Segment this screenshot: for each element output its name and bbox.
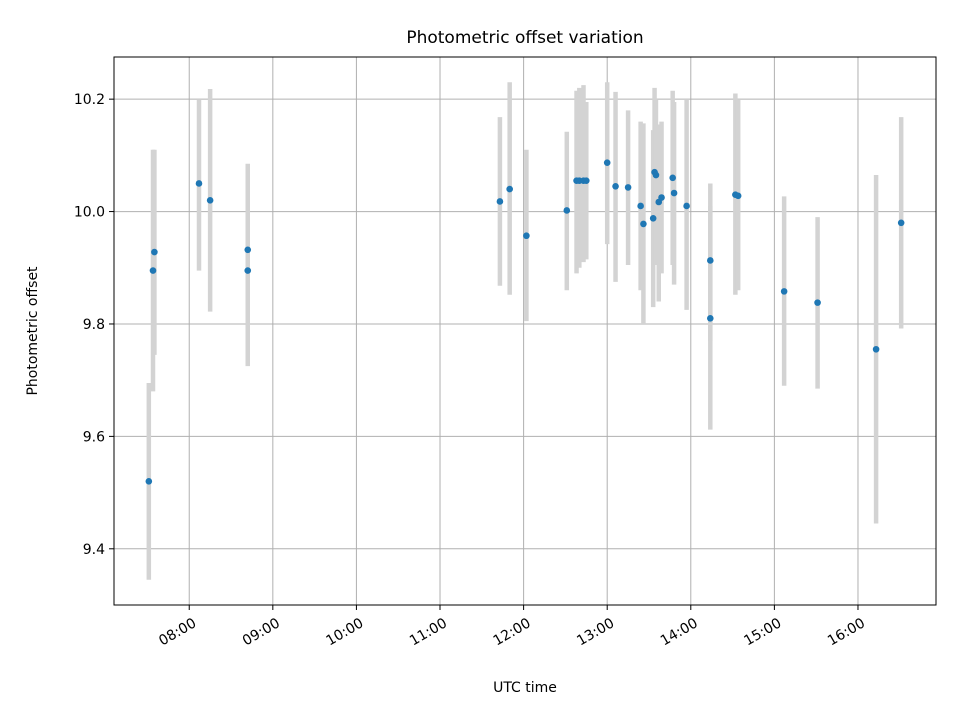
- data-point: [780, 288, 788, 295]
- x-tick-label: 11:00: [407, 615, 450, 649]
- data-point: [706, 315, 714, 322]
- data-point: [206, 197, 214, 204]
- x-tick-label: 09:00: [240, 615, 283, 649]
- data-point: [583, 177, 590, 184]
- grid: [114, 57, 936, 605]
- y-axis-label: Photometric offset: [25, 266, 41, 396]
- x-axis-label: UTC time: [493, 680, 557, 696]
- axis-ticks: 9.4 9.6 9.8 10.0 10.2 08:00 09:00 10:00 11:00 12:…: [74, 92, 868, 649]
- y-tick-label: 10.2: [74, 92, 105, 108]
- data-point: [603, 159, 611, 166]
- x-tick-label: 13:00: [574, 615, 617, 649]
- data-point: [637, 202, 644, 210]
- data-point: [496, 198, 504, 205]
- error-bars: [146, 82, 904, 580]
- y-tick-label: 10.0: [74, 205, 105, 221]
- data-point: [624, 184, 632, 191]
- data-point: [563, 207, 571, 214]
- x-tick-label: 16:00: [825, 615, 868, 649]
- data-point: [649, 215, 657, 222]
- data-point: [506, 185, 513, 193]
- x-tick-label: 14:00: [658, 615, 701, 649]
- x-tick-label: 15:00: [741, 615, 784, 649]
- data-point: [670, 189, 678, 197]
- y-tick-label: 9.8: [83, 317, 105, 333]
- data-point: [195, 180, 203, 187]
- data-point: [145, 478, 153, 485]
- x-tick-label: 12:00: [491, 615, 534, 649]
- data-point: [612, 182, 619, 190]
- x-tick-label: 10:00: [323, 615, 366, 649]
- data-point: [814, 299, 821, 306]
- data-point: [658, 194, 665, 201]
- y-tick-label: 9.4: [83, 542, 105, 558]
- data-point: [652, 171, 660, 179]
- data-points: [145, 159, 905, 485]
- data-point: [640, 220, 647, 228]
- data-point: [683, 202, 690, 210]
- data-point: [897, 219, 905, 227]
- chart-title: Photometric offset variation: [406, 28, 643, 48]
- data-point: [706, 257, 714, 264]
- plot-frame: [113, 56, 937, 606]
- data-point: [523, 232, 530, 240]
- data-point: [669, 174, 676, 182]
- data-point: [872, 345, 880, 353]
- y-tick-label: 9.6: [83, 429, 105, 445]
- data-point: [244, 267, 252, 274]
- data-point: [734, 192, 742, 200]
- data-point: [151, 248, 158, 256]
- data-point: [149, 267, 157, 274]
- x-tick-label: 08:00: [156, 615, 199, 649]
- data-point: [244, 246, 252, 254]
